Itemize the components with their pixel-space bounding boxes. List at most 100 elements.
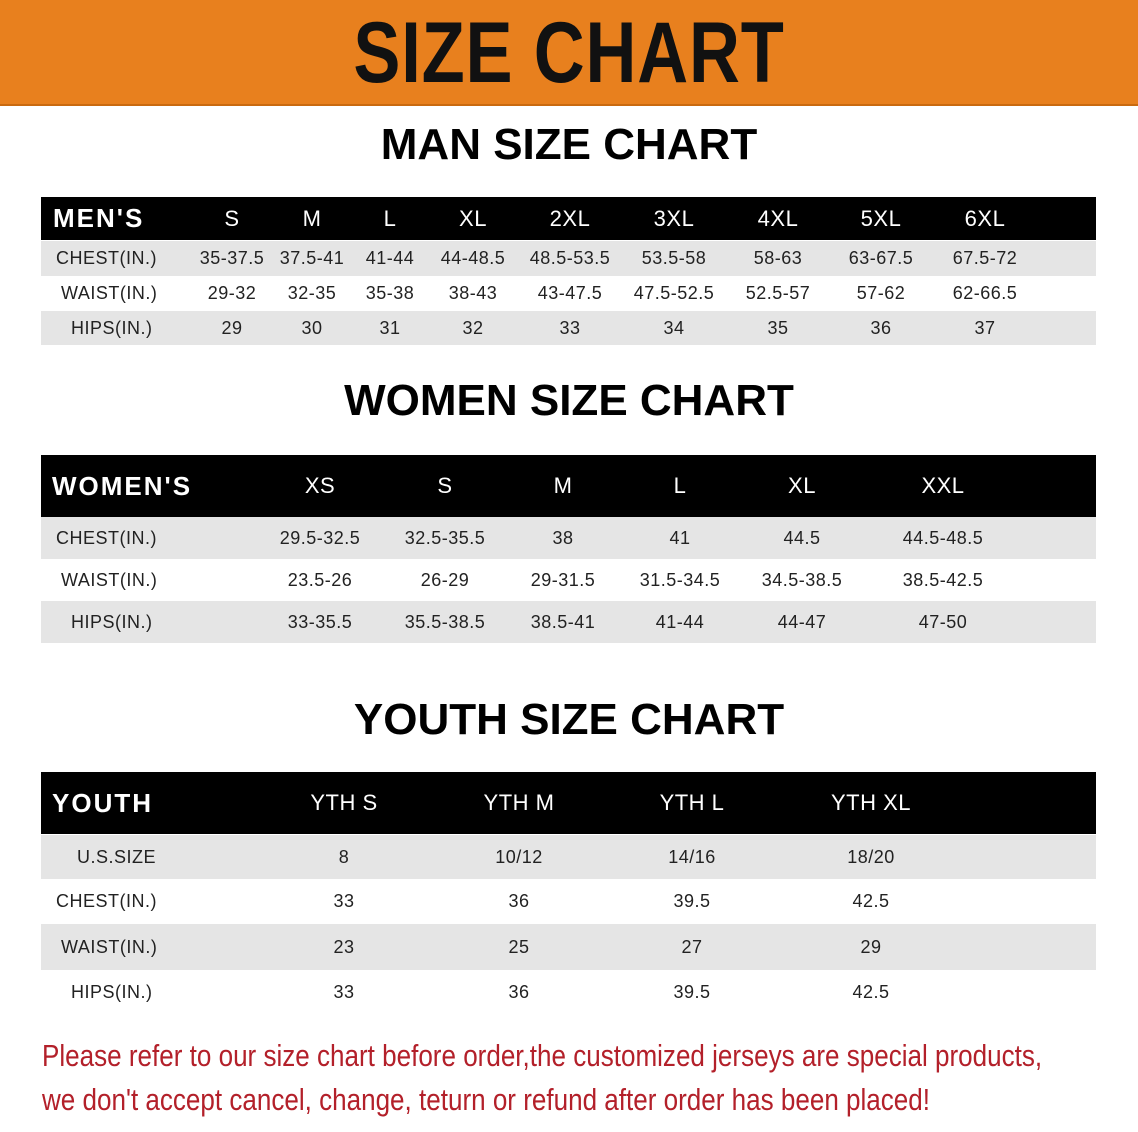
size-header-cell: YTH XL <box>830 790 912 815</box>
women-section-title: WOMEN SIZE CHART <box>344 376 794 425</box>
measurement-label: HIPS(IN.) <box>71 317 153 338</box>
measurement-label: U.S.SIZE <box>77 846 157 867</box>
size-header-cell: 4XL <box>757 205 799 231</box>
size-header-cell: S <box>437 473 453 498</box>
measurement-label: HIPS(IN.) <box>71 982 153 1002</box>
measurement-value: 52.5-57 <box>745 283 811 303</box>
measurement-value: 32 <box>462 317 484 338</box>
measurement-value: 36 <box>870 317 892 338</box>
measurement-value: 44.5-48.5 <box>902 527 984 548</box>
size-header-cell: 3XL <box>653 205 695 231</box>
measurement-value: 37 <box>974 317 996 338</box>
policy-note-line-2: we don't accept cancel, change, teturn o… <box>42 1082 931 1117</box>
men-section-title: MAN SIZE CHART <box>380 120 758 169</box>
measurement-value: 44-48.5 <box>440 248 506 268</box>
measurement-value: 47-50 <box>918 611 968 632</box>
measurement-value: 35-37.5 <box>199 248 265 268</box>
size-header-cell: YTH M <box>483 790 555 815</box>
banner: SIZE CHART <box>0 0 1138 106</box>
measurement-value: 44.5 <box>783 527 821 548</box>
measurement-value: 47.5-52.5 <box>633 283 715 303</box>
men-table-row: HIPS(IN.) 29 30 31 32 33 34 35 36 37 <box>41 311 1096 345</box>
measurement-value: 31 <box>379 317 401 338</box>
measurement-value: 32.5-35.5 <box>404 527 486 548</box>
measurement-value: 14/16 <box>668 846 716 867</box>
measurement-value: 57-62 <box>856 283 906 303</box>
measurement-value: 58-63 <box>753 248 803 268</box>
measurement-value: 26-29 <box>420 569 470 590</box>
men-table-row: CHEST(IN.) 35-37.5 37.5-41 41-44 44-48.5 48.5… <box>41 241 1096 276</box>
measurement-value: 31.5-34.5 <box>639 569 721 590</box>
measurement-value: 44-47 <box>777 611 827 632</box>
size-header-cell: YTH L <box>659 790 725 815</box>
youth-section-title: YOUTH SIZE CHART <box>353 695 785 744</box>
measurement-value: 38 <box>552 527 574 548</box>
size-header-cell: S <box>224 205 240 231</box>
measurement-value: 29-32 <box>207 283 257 303</box>
men-header-row: MEN'S S M L XL 2XL 3XL 4XL 5XL 6XL <box>41 197 1096 240</box>
youth-table-row: WAIST(IN.) 23 25 27 29 <box>41 924 1096 970</box>
measurement-value: 48.5-53.5 <box>529 248 611 268</box>
measurement-label: HIPS(IN.) <box>71 611 153 632</box>
size-header-cell: M <box>553 473 573 498</box>
measurement-value: 42.5 <box>852 891 890 911</box>
size-header-cell: 5XL <box>860 205 902 231</box>
women-header-row: WOMEN'S XS S M L XL XXL <box>41 455 1096 517</box>
measurement-value: 33 <box>559 317 581 338</box>
measurement-value: 39.5 <box>673 982 711 1002</box>
policy-note-line-1: Please refer to our size chart before or… <box>42 1038 1043 1073</box>
measurement-value: 41-44 <box>655 611 705 632</box>
size-header-cell: XXL <box>921 473 965 498</box>
women-table-row: HIPS(IN.) 33-35.5 35.5-38.5 38.5-41 41-44 44-… <box>41 601 1096 643</box>
measurement-value: 23.5-26 <box>287 569 353 590</box>
youth-table-row: U.S.SIZE 8 10/12 14/16 18/20 <box>41 835 1096 879</box>
measurement-value: 33 <box>333 891 355 911</box>
size-header-cell: 2XL <box>549 205 591 231</box>
measurement-value: 30 <box>301 317 323 338</box>
size-header-cell: XL <box>788 473 816 498</box>
measurement-label: CHEST(IN.) <box>56 891 157 911</box>
measurement-value: 34 <box>663 317 685 338</box>
measurement-value: 35 <box>767 317 789 338</box>
measurement-value: 27 <box>681 936 703 957</box>
measurement-value: 41-44 <box>365 248 415 268</box>
measurement-value: 36 <box>508 982 530 1002</box>
banner-title: SIZE CHART <box>353 5 785 101</box>
measurement-value: 53.5-58 <box>641 248 707 268</box>
youth-table-row: CHEST(IN.) 33 36 39.5 42.5 <box>41 879 1096 924</box>
size-header-cell: XL <box>459 205 487 231</box>
size-header-cell: L <box>383 205 397 231</box>
measurement-value: 42.5 <box>852 982 890 1002</box>
measurement-label: WAIST(IN.) <box>61 283 158 303</box>
size-header-cell: YTH S <box>310 790 378 815</box>
measurement-value: 38.5-41 <box>530 611 596 632</box>
measurement-value: 10/12 <box>495 846 543 867</box>
size-header-cell: 6XL <box>964 205 1006 231</box>
measurement-label: WAIST(IN.) <box>61 936 158 957</box>
measurement-value: 41 <box>669 527 691 548</box>
measurement-value: 38.5-42.5 <box>902 569 984 590</box>
size-header-cell: M <box>302 205 322 231</box>
measurement-value: 38-43 <box>448 283 498 303</box>
size-header-cell: L <box>673 473 687 498</box>
men-table-row: WAIST(IN.) 29-32 32-35 35-38 38-43 43-47.5 47.… <box>41 276 1096 311</box>
measurement-value: 8 <box>338 846 350 867</box>
measurement-value: 29 <box>860 936 882 957</box>
measurement-label: CHEST(IN.) <box>56 527 157 548</box>
youth-header-row: YOUTH YTH S YTH M YTH L YTH XL <box>41 772 1096 834</box>
measurement-value: 37.5-41 <box>279 248 345 268</box>
measurement-value: 34.5-38.5 <box>761 569 843 590</box>
measurement-value: 67.5-72 <box>952 248 1018 268</box>
women-table-row: CHEST(IN.) 29.5-32.5 32.5-35.5 38 41 44.5 44.5… <box>41 517 1096 559</box>
table-title-cell: MEN'S <box>53 203 145 233</box>
table-title-cell: WOMEN'S <box>52 470 193 501</box>
measurement-label: CHEST(IN.) <box>56 248 157 268</box>
table-title-cell: YOUTH <box>52 787 153 818</box>
women-table-row: WAIST(IN.) 23.5-26 26-29 29-31.5 31.5-34.5 34… <box>41 559 1096 601</box>
measurement-value: 18/20 <box>847 846 895 867</box>
measurement-value: 29-31.5 <box>530 569 596 590</box>
measurement-value: 25 <box>508 936 530 957</box>
measurement-value: 62-66.5 <box>952 283 1018 303</box>
youth-table-row: HIPS(IN.) 33 36 39.5 42.5 <box>41 970 1096 1015</box>
measurement-value: 23 <box>333 936 355 957</box>
